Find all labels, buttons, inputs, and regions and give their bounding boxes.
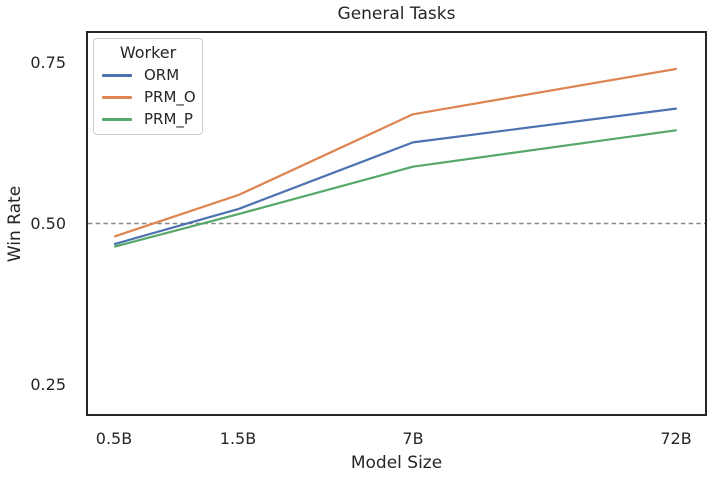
series-line-PRM_O [113, 67, 678, 238]
x-tick-label: 0.5B [95, 429, 133, 448]
y-tick-label: 0.25 [30, 375, 66, 394]
chart-title: General Tasks [337, 4, 456, 24]
legend-title: Worker [119, 43, 177, 62]
axes-spines [86, 31, 707, 416]
series-line-ORM [113, 107, 678, 245]
x-tick-label: 7B [402, 429, 424, 448]
prm-o-line-swatch-icon [102, 95, 132, 99]
legend-label: ORM [144, 66, 180, 84]
legend-label: PRM_P [144, 110, 193, 128]
legend-item-prm-o: PRM_O [94, 86, 202, 108]
legend-box: Worker ORM PRM_O PRM_P [93, 38, 203, 135]
x-axis-label: Model Size [350, 453, 443, 473]
legend-item-orm: ORM [94, 64, 202, 86]
prm-p-line-swatch-icon [102, 117, 132, 121]
y-tick-label: 0.75 [30, 53, 66, 72]
legend-label: PRM_O [144, 88, 196, 106]
x-tick-label: 1.5B [219, 429, 257, 448]
orm-line-swatch-icon [102, 73, 132, 77]
x-tick-label: 72B [660, 429, 692, 448]
series-line-PRM_P [113, 129, 678, 248]
y-tick-label: 0.50 [30, 214, 66, 233]
legend-item-prm-p: PRM_P [94, 108, 202, 130]
y-axis-label: Win Rate [5, 185, 25, 263]
